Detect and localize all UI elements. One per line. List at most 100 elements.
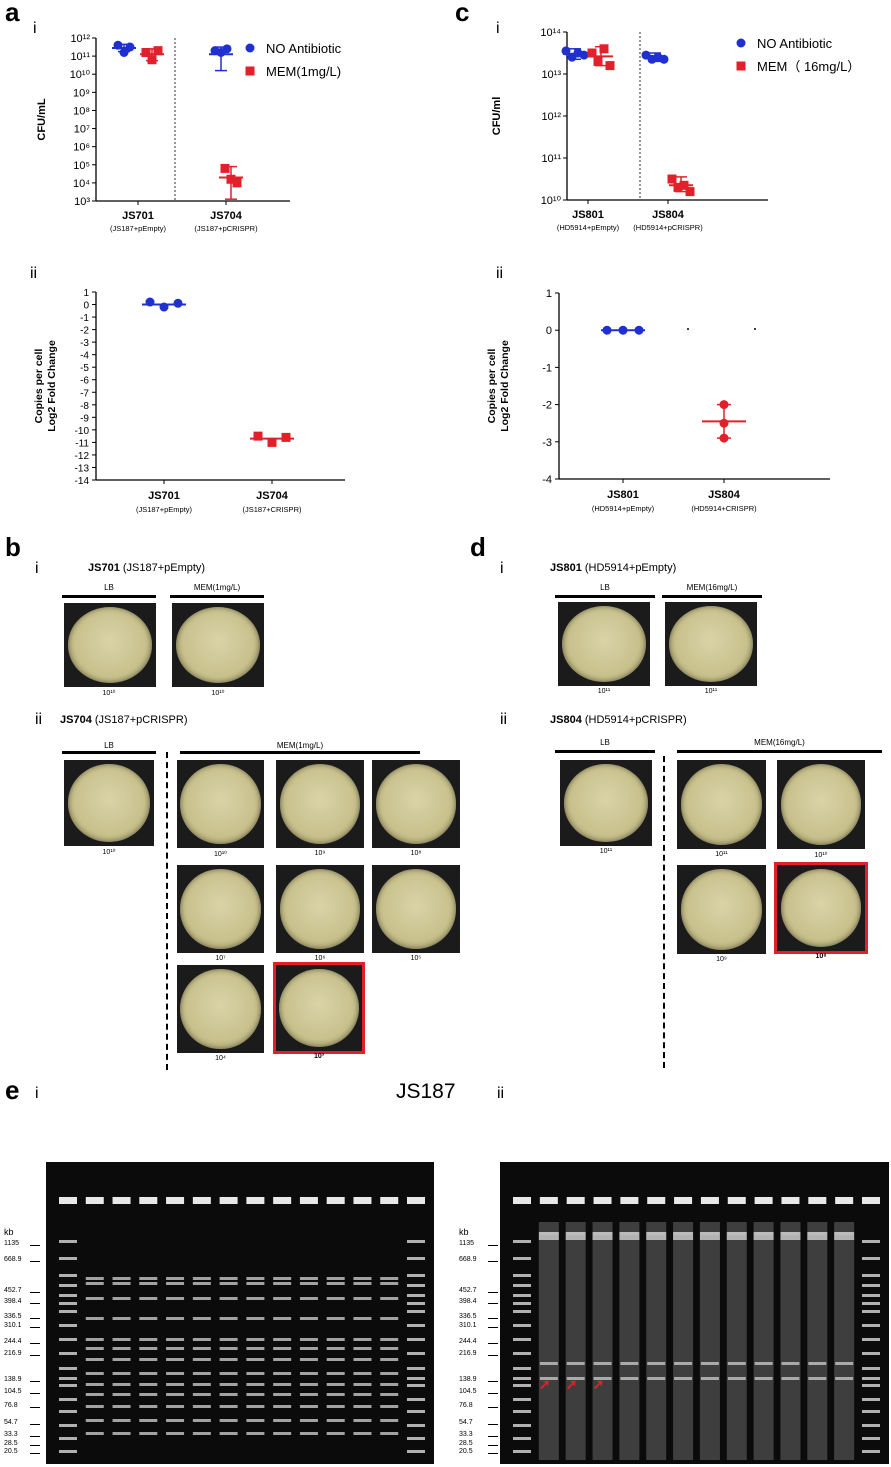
- gel-band: [407, 1398, 425, 1401]
- stray-dot: [754, 328, 756, 330]
- gel-marker-tick: [30, 1453, 40, 1454]
- gel-marker-label: 244.4: [459, 1338, 477, 1345]
- gel-well: [139, 1197, 158, 1204]
- gel-band: [59, 1367, 77, 1370]
- group-label: JS701: [122, 210, 154, 222]
- gel-band: [620, 1377, 639, 1380]
- gel-band: [85, 1358, 104, 1361]
- gel-band: [299, 1338, 318, 1341]
- gel-band: [566, 1362, 585, 1365]
- y-tick-label: 1: [83, 288, 89, 299]
- gel-marker-tick: [30, 1393, 40, 1394]
- gel-band: [219, 1347, 238, 1350]
- data-point: [599, 44, 609, 54]
- y-tick-label: -3: [542, 437, 552, 449]
- plate-label: 10¹⁰: [102, 690, 116, 697]
- gel-band: [862, 1257, 880, 1260]
- gel-band: [326, 1372, 345, 1375]
- gel-band: [273, 1297, 292, 1300]
- gel-marker-label: 20.5: [459, 1448, 473, 1455]
- gel-marker-tick: [488, 1407, 498, 1408]
- y-tick-label: -3: [80, 338, 89, 349]
- b-i-title: JS701 (JS187+pEmpty): [88, 562, 206, 574]
- gel-marker-label: 104.5: [4, 1388, 22, 1395]
- gel-band: [620, 1232, 639, 1235]
- gel-band: [353, 1405, 372, 1408]
- gel-band: [513, 1274, 531, 1277]
- gel-band: [192, 1432, 211, 1435]
- gel-band: [85, 1419, 104, 1422]
- gel-band: [59, 1384, 77, 1387]
- gel-band: [273, 1282, 292, 1285]
- gel-smear: [619, 1222, 640, 1460]
- gel-band: [166, 1372, 185, 1375]
- gel-well: [326, 1197, 345, 1204]
- plate-dish: [372, 865, 460, 953]
- data-point: [125, 42, 135, 52]
- gel-band: [219, 1393, 238, 1396]
- gel-well: [299, 1197, 318, 1204]
- gel-band: [85, 1317, 104, 1320]
- plate-dish: [273, 962, 365, 1054]
- data-point: [719, 400, 729, 410]
- panel-b-ii-label: ii: [35, 711, 43, 728]
- gel-band: [513, 1450, 531, 1453]
- y-tick-label: 0: [83, 301, 89, 312]
- data-point: [667, 174, 677, 184]
- gel-band: [862, 1310, 880, 1313]
- y-tick-label: -14: [75, 476, 90, 487]
- gel-band: [219, 1432, 238, 1435]
- gel-well: [566, 1197, 585, 1204]
- y-tick-label: 10¹²: [541, 111, 561, 123]
- gel-band: [246, 1405, 265, 1408]
- y-tick-label: -6: [80, 376, 89, 387]
- gel-marker-label: 398.4: [4, 1298, 22, 1305]
- gel-band: [299, 1383, 318, 1386]
- gel-band: [246, 1277, 265, 1280]
- plate-dish: [276, 865, 364, 953]
- gel-well: [727, 1197, 746, 1204]
- panel-a-i-label: i: [33, 20, 37, 37]
- plate-d-i-lb: [558, 602, 650, 686]
- gel-band: [835, 1232, 854, 1235]
- group-sublabel: (JS187+pEmpty): [110, 224, 167, 233]
- gel-band: [112, 1358, 131, 1361]
- gel-band: [673, 1232, 694, 1240]
- y-tick-label: -8: [80, 401, 89, 412]
- gel-well: [112, 1197, 131, 1204]
- gel-marker-tick: [488, 1303, 498, 1304]
- gel-band: [326, 1393, 345, 1396]
- y-tick-label: -1: [542, 362, 552, 374]
- gel-arrow: ➚: [566, 1376, 578, 1392]
- plate-label: 10⁸: [815, 953, 827, 960]
- gel-band: [353, 1277, 372, 1280]
- gel-marker-label: 310.1: [4, 1322, 22, 1329]
- gel-well: [700, 1197, 719, 1204]
- y-tick-label: 10¹⁰: [541, 195, 562, 207]
- y-tick-label: -1: [80, 313, 89, 324]
- group-label: JS801: [572, 209, 604, 221]
- data-point: [587, 48, 597, 58]
- gel-band: [112, 1338, 131, 1341]
- gel-marker-label: 398.4: [459, 1298, 477, 1305]
- panel-d-letter: d: [470, 532, 486, 562]
- plate-label: 10¹¹: [715, 851, 728, 858]
- gel-band: [353, 1419, 372, 1422]
- gel-marker-label: 76.8: [459, 1402, 473, 1409]
- gel-band: [808, 1377, 827, 1380]
- gel-band: [166, 1277, 185, 1280]
- gel-marker-label: 336.5: [459, 1313, 477, 1320]
- panel-a-ii-label: ii: [30, 265, 38, 282]
- y-tick-label: -11: [75, 438, 89, 449]
- gel-marker-label: 668.9: [459, 1256, 477, 1263]
- gel-marker-tick: [30, 1381, 40, 1382]
- data-point: [119, 47, 129, 57]
- y-tick-label: 10¹²: [70, 33, 90, 45]
- gel-band: [273, 1393, 292, 1396]
- gel-marker-tick: [488, 1261, 498, 1262]
- data-point: [618, 325, 628, 335]
- gel-marker-tick: [30, 1303, 40, 1304]
- plate-agar: [279, 969, 359, 1047]
- gel-band: [85, 1282, 104, 1285]
- y-tick-label: 10⁴: [73, 178, 90, 190]
